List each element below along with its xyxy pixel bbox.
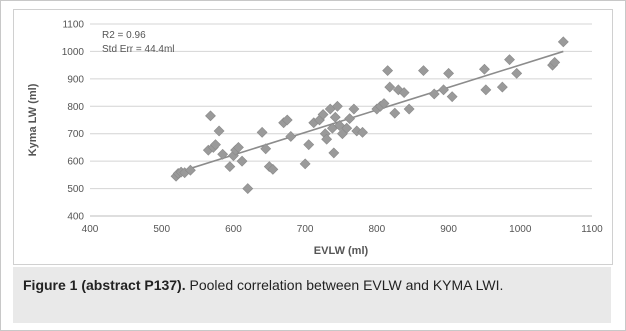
- data-point: [217, 148, 229, 160]
- data-point: [317, 109, 329, 120]
- data-point: [384, 81, 396, 93]
- data-point: [224, 161, 236, 173]
- data-point: [213, 125, 225, 137]
- r-squared-annotation: R2 = 0.96: [102, 30, 146, 41]
- data-point: [331, 100, 343, 112]
- data-point: [242, 183, 254, 194]
- data-point: [348, 103, 360, 115]
- trendline: [175, 50, 564, 174]
- data-point: [299, 158, 311, 170]
- y-tick-label: 800: [67, 102, 84, 113]
- data-point: [256, 126, 268, 138]
- data-point: [236, 155, 248, 167]
- plot-panel: 400 500 600 700 800 900 1000 1100 400 500 600 700 80…: [13, 9, 613, 265]
- data-point: [321, 133, 333, 145]
- data-point: [233, 142, 244, 153]
- x-tick-label: 1100: [581, 224, 603, 235]
- x-tick-label: 500: [153, 224, 170, 235]
- y-tick-label: 700: [67, 129, 84, 140]
- data-point: [480, 84, 492, 96]
- data-point: [341, 122, 353, 134]
- data-point: [446, 91, 458, 103]
- data-point: [389, 107, 401, 119]
- data-point: [267, 163, 279, 175]
- data-point: [329, 111, 341, 123]
- trend-layer: [175, 50, 564, 174]
- data-point: [382, 65, 394, 77]
- y-tick-label: 1000: [62, 47, 85, 58]
- x-tick-label: 600: [225, 224, 242, 235]
- data-point: [511, 67, 523, 79]
- y-tick-label: 500: [67, 184, 84, 195]
- x-tick-label: 1000: [509, 224, 532, 235]
- data-point: [357, 126, 368, 138]
- data-point: [504, 54, 515, 66]
- x-axis-title: EVLW (ml): [314, 245, 369, 257]
- caption-text: Pooled correlation between EVLW and KYMA…: [185, 277, 504, 293]
- y-tick-label: 600: [67, 157, 84, 168]
- annotation-layer: R2 = 0.96 Std Err = 44.4ml: [102, 30, 175, 55]
- point-layer: [170, 36, 569, 194]
- caption-label: Figure 1 (abstract P137).: [23, 277, 186, 293]
- y-tick-label: 400: [67, 212, 84, 223]
- data-point: [303, 139, 315, 151]
- data-point: [285, 131, 297, 142]
- data-point: [184, 164, 196, 176]
- x-tick-label: 800: [369, 224, 386, 235]
- x-tick-label: 400: [82, 224, 99, 235]
- data-point: [557, 36, 569, 48]
- data-point: [398, 87, 410, 98]
- data-point: [443, 67, 454, 79]
- x-tick-label: 900: [440, 224, 457, 235]
- data-point: [378, 98, 390, 109]
- y-axis-title: Kyma LW (ml): [27, 83, 39, 156]
- y-tick-label: 900: [67, 74, 84, 85]
- data-point: [479, 63, 490, 75]
- std-err-annotation: Std Err = 44.4ml: [102, 44, 175, 55]
- data-point: [344, 113, 356, 125]
- axis-layer: 400 500 600 700 800 900 1000 1100 400 500 600 700 80…: [27, 20, 603, 258]
- data-point: [281, 114, 293, 126]
- data-point: [418, 65, 429, 77]
- data-point: [428, 88, 440, 100]
- data-point: [205, 110, 216, 122]
- data-point: [328, 147, 340, 159]
- data-point: [210, 139, 221, 151]
- scatter-chart: 400 500 600 700 800 900 1000 1100 400 500 600 700 80…: [27, 20, 603, 258]
- data-point: [549, 56, 561, 68]
- y-tick-label: 1100: [62, 20, 84, 31]
- data-point: [438, 84, 449, 96]
- data-point: [496, 81, 508, 93]
- figure-caption: Figure 1 (abstract P137). Pooled correla…: [13, 267, 611, 323]
- data-point: [260, 143, 272, 155]
- x-tick-label: 700: [297, 224, 314, 235]
- data-point: [403, 103, 415, 115]
